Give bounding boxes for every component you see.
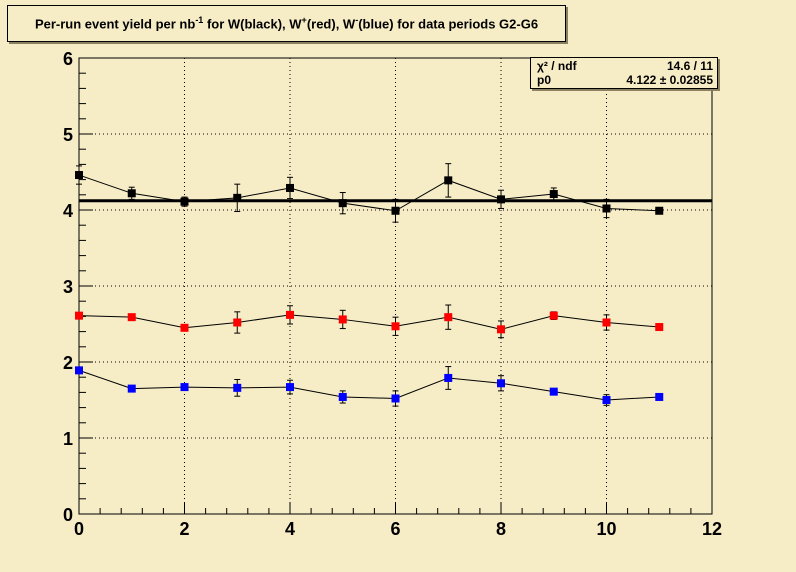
x-tick-label: 6 — [390, 519, 400, 539]
y-tick-label: 5 — [63, 125, 73, 145]
data-point — [338, 199, 347, 208]
data-point — [655, 323, 664, 332]
data-point — [602, 318, 611, 327]
x-tick-label: 12 — [702, 519, 722, 539]
data-point — [338, 315, 347, 324]
series-line — [78, 314, 660, 330]
data-point — [655, 206, 664, 215]
title-sup-1: -1 — [195, 15, 204, 26]
data-point — [286, 310, 294, 319]
data-point — [75, 171, 83, 180]
data-point — [180, 383, 189, 392]
title-sup-2: + — [301, 15, 307, 26]
x-tick-label: 4 — [285, 519, 295, 539]
y-tick-label: 3 — [63, 277, 73, 297]
title-part-3: (red), W — [306, 16, 356, 32]
x-tick-label: 0 — [74, 519, 84, 539]
data-point — [602, 204, 611, 213]
data-point — [127, 189, 136, 198]
p0-value: 4.122 ± 0.02855 — [626, 73, 713, 87]
data-point — [180, 323, 189, 332]
data-point — [549, 190, 558, 199]
series-line — [78, 174, 660, 212]
fit-stats-box: χ² / ndf 14.6 / 11 p0 4.122 ± 0.02855 — [530, 57, 718, 89]
title-part-4: (blue) for data periods G2-G6 — [358, 16, 539, 32]
chart-title: Per-run event yield per nb-1 for W(black… — [35, 15, 538, 31]
series-line — [78, 369, 660, 401]
y-tick-label: 1 — [63, 429, 73, 449]
chi2-value: 14.6 / 11 — [666, 59, 713, 73]
title-part-1: Per-run event yield per nb — [34, 16, 196, 32]
data-point — [391, 206, 400, 215]
data-point — [338, 392, 347, 401]
data-point — [549, 311, 558, 320]
y-tick-label: 4 — [63, 201, 73, 221]
stats-row-p0: p0 4.122 ± 0.02855 — [537, 73, 713, 87]
chi2-label: χ² / ndf — [537, 59, 577, 73]
data-point — [602, 396, 611, 404]
title-part-2: for W(black), W — [203, 16, 302, 32]
y-tick-label: 0 — [63, 505, 73, 525]
data-point — [233, 193, 242, 202]
stats-row-chi2: χ² / ndf 14.6 / 11 — [537, 59, 713, 73]
data-point — [444, 373, 453, 382]
x-tick-label: 2 — [179, 519, 189, 539]
data-point — [391, 322, 400, 331]
data-point — [127, 384, 136, 393]
data-point — [286, 383, 294, 392]
data-point — [391, 394, 400, 403]
data-point — [286, 183, 294, 192]
data-point — [75, 311, 83, 320]
title-sup-3: - — [355, 15, 359, 26]
data-point — [75, 366, 83, 375]
data-point — [549, 387, 558, 396]
data-point — [497, 379, 505, 388]
data-point — [497, 325, 505, 334]
y-tick-label: 6 — [63, 49, 73, 69]
data-point — [127, 313, 136, 322]
data-point — [655, 392, 664, 401]
chart-title-box: Per-run event yield per nb-1 for W(black… — [7, 5, 566, 42]
data-point — [444, 176, 453, 185]
data-point — [233, 383, 242, 392]
data-point — [233, 318, 242, 327]
x-tick-label: 10 — [596, 519, 616, 539]
y-tick-label: 2 — [63, 353, 73, 373]
data-point — [444, 313, 453, 322]
p0-label: p0 — [537, 73, 552, 87]
x-tick-label: 8 — [496, 519, 506, 539]
